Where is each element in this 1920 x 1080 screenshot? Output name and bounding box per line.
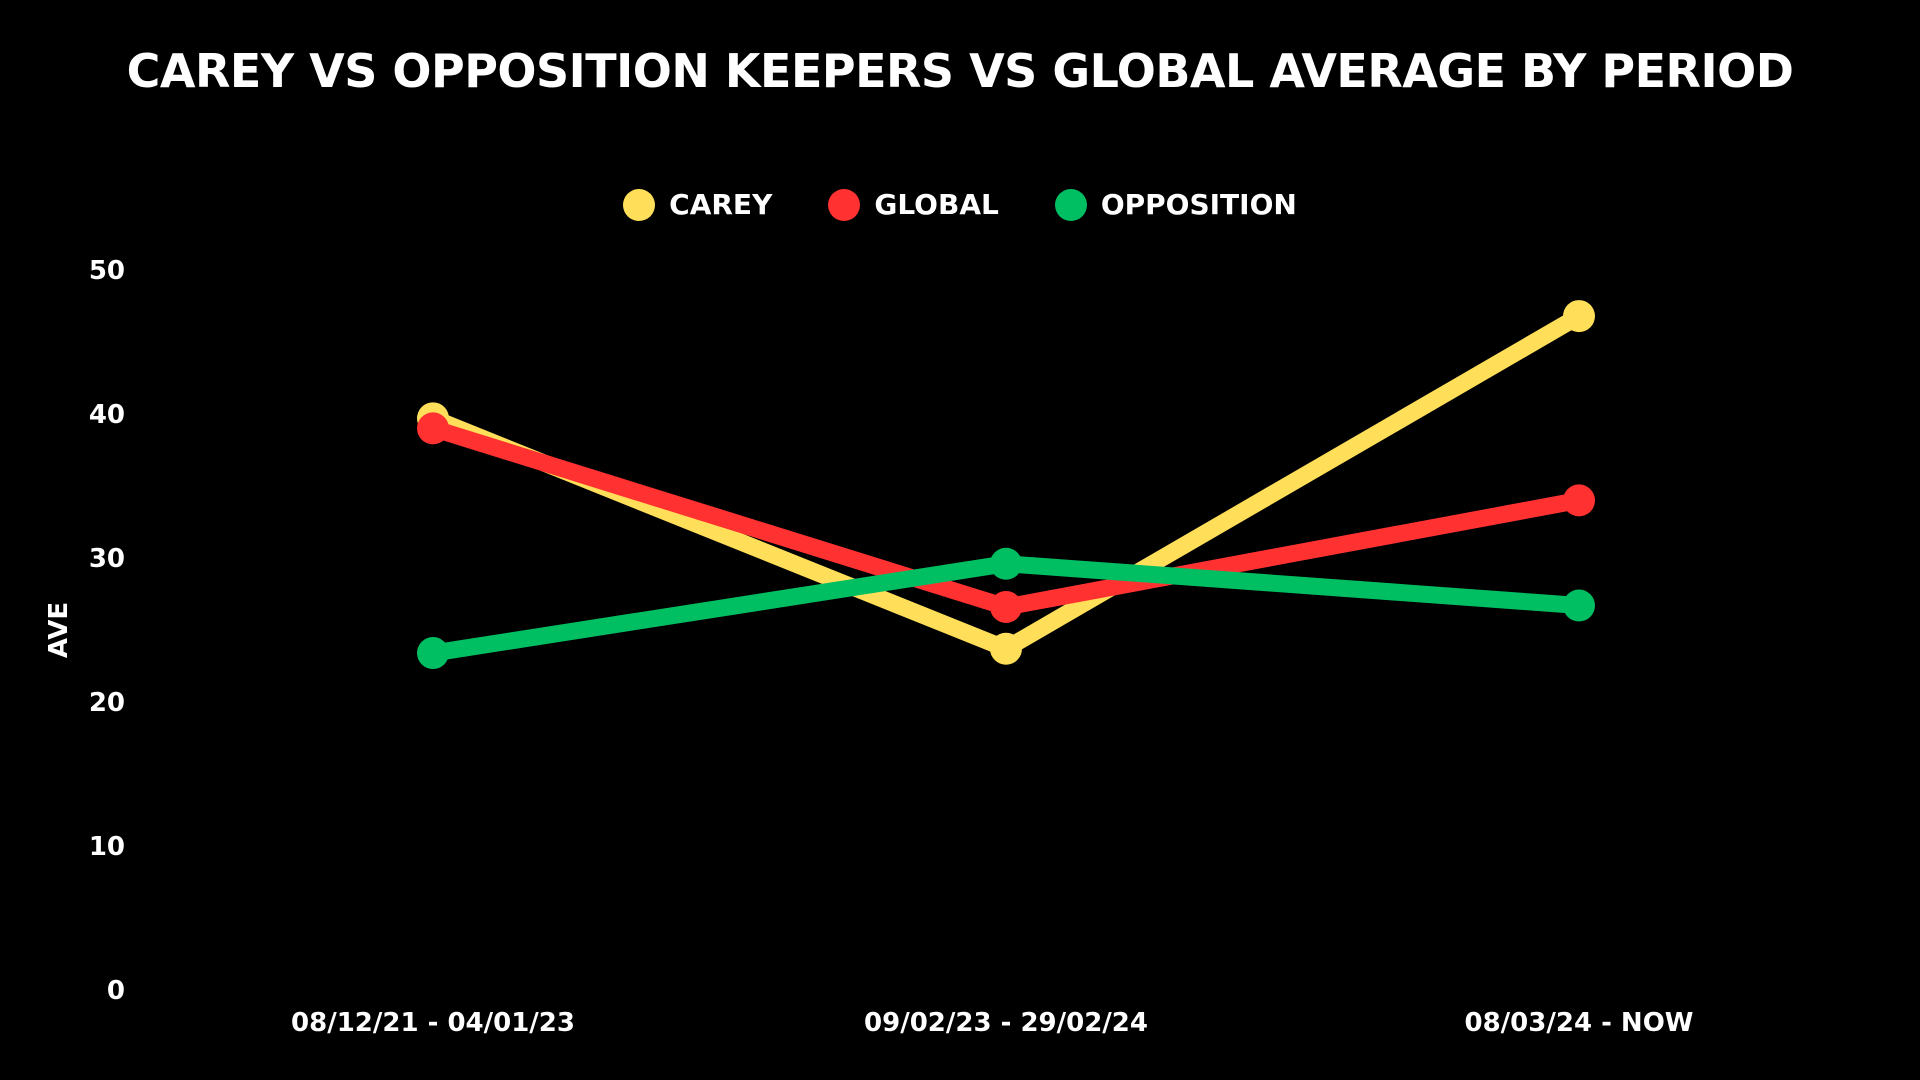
data-point-carey-2[interactable] (1563, 300, 1595, 333)
data-point-global-1[interactable] (990, 590, 1022, 623)
data-point-opposition-1[interactable] (990, 547, 1022, 580)
legend-label-global: GLOBAL (874, 188, 999, 221)
data-point-opposition-0[interactable] (417, 637, 449, 670)
chart-title: Carey vs Opposition Keepers vs Global Av… (126, 44, 1794, 98)
legend: CAREY GLOBAL OPPOSITION (0, 188, 1920, 221)
data-point-opposition-2[interactable] (1563, 589, 1595, 622)
legend-label-carey: CAREY (669, 188, 773, 221)
y-axis: 0 10 20 30 40 50 (89, 256, 125, 1006)
series-points (417, 300, 1595, 670)
y-tick-label-50: 50 (89, 256, 125, 286)
legend-item-carey[interactable]: CAREY (623, 188, 772, 221)
data-point-carey-1[interactable] (990, 632, 1022, 665)
y-tick-label-10: 10 (89, 832, 125, 862)
legend-marker-opposition (1054, 188, 1087, 221)
x-axis: 08/12/21 - 04/01/23 09/02/23 - 29/02/24 08… (291, 1008, 1693, 1038)
x-tick-label-1: 09/02/23 - 29/02/24 (864, 1008, 1148, 1038)
legend-item-global[interactable]: GLOBAL (828, 188, 999, 221)
data-point-global-0[interactable] (417, 412, 449, 445)
data-point-global-2[interactable] (1563, 484, 1595, 517)
legend-marker-carey (623, 188, 656, 221)
y-axis-label: AVE (44, 602, 74, 658)
legend-label-opposition: OPPOSITION (1100, 188, 1297, 221)
series-line-global (424, 419, 1588, 616)
legend-marker-global (828, 188, 861, 221)
y-tick-label-40: 40 (89, 400, 125, 430)
y-tick-label-0: 0 (107, 976, 125, 1006)
legend-item-opposition[interactable]: OPPOSITION (1054, 188, 1297, 221)
y-tick-label-20: 20 (89, 688, 125, 718)
y-tick-label-30: 30 (89, 544, 125, 574)
x-tick-label-0: 08/12/21 - 04/01/23 (291, 1008, 575, 1038)
x-tick-label-2: 08/03/24 - NOW (1465, 1008, 1694, 1038)
